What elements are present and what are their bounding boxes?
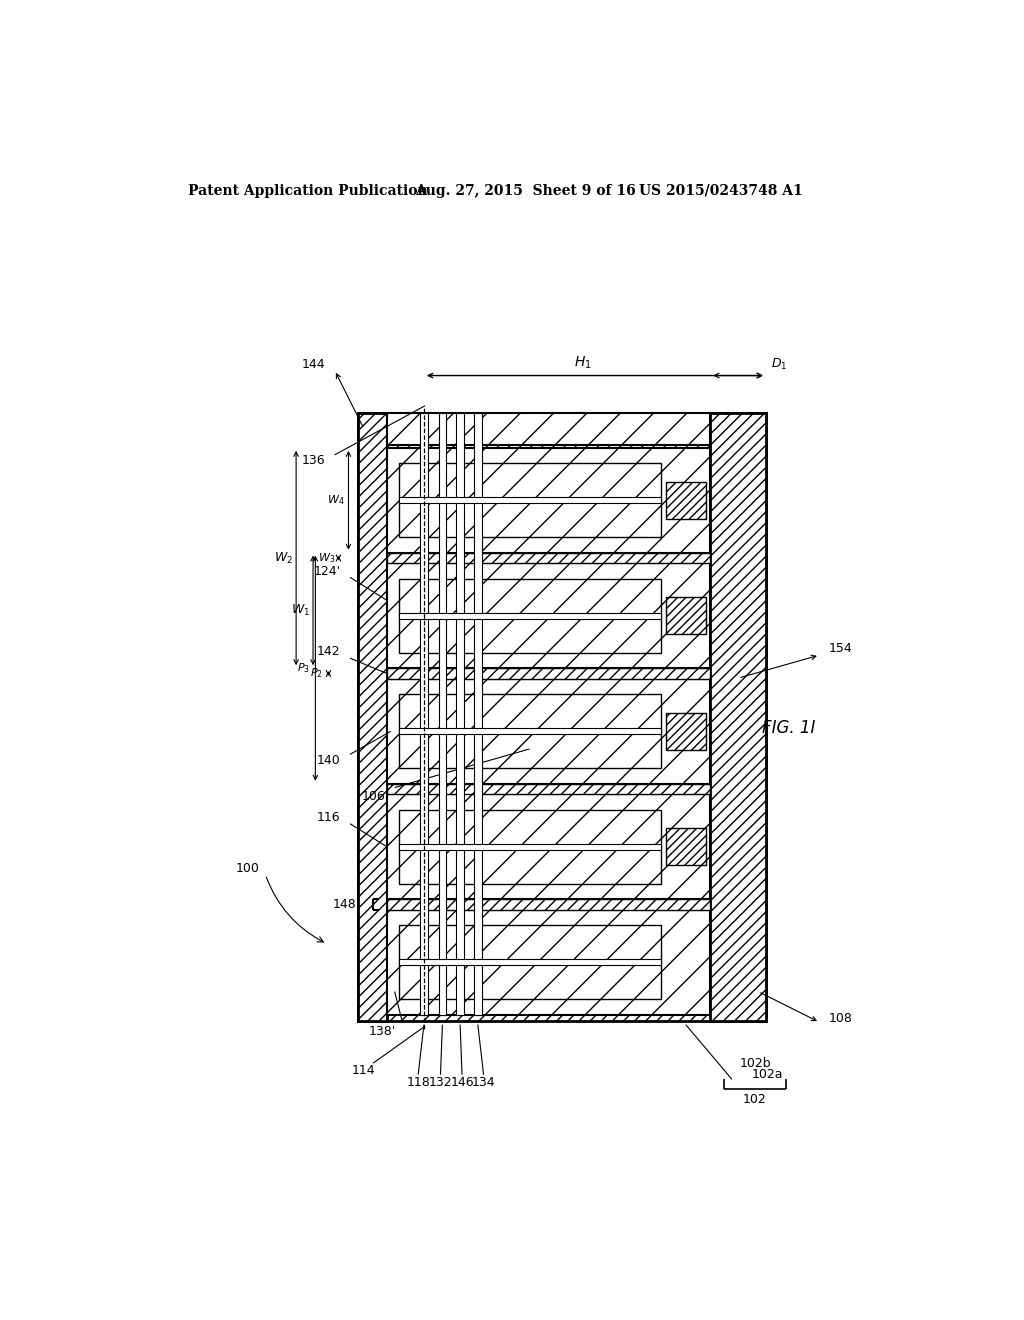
Bar: [357, 413, 387, 1020]
Text: US 2015/0243748 A1: US 2015/0243748 A1: [639, 183, 803, 198]
Bar: [387, 909, 711, 1015]
Bar: [398, 578, 662, 653]
Bar: [387, 899, 711, 909]
Text: $P_3$: $P_3$: [297, 661, 309, 675]
Bar: [387, 678, 711, 784]
Bar: [474, 413, 481, 1015]
Text: $W_4$: $W_4$: [328, 494, 345, 507]
Text: Aug. 27, 2015  Sheet 9 of 16: Aug. 27, 2015 Sheet 9 of 16: [416, 183, 636, 198]
Text: 102: 102: [743, 1093, 767, 1106]
Bar: [387, 784, 711, 795]
Bar: [438, 413, 446, 1015]
Bar: [420, 413, 428, 1015]
Bar: [387, 564, 711, 668]
Text: $W_3$: $W_3$: [317, 552, 335, 565]
Text: 154: 154: [829, 643, 853, 656]
Text: 108: 108: [829, 1012, 853, 1026]
Text: 142: 142: [317, 645, 341, 659]
Text: 100: 100: [236, 862, 259, 875]
Text: 118: 118: [407, 1076, 430, 1089]
Text: 124': 124': [313, 565, 341, 578]
Text: 114: 114: [352, 1064, 376, 1077]
Bar: [666, 597, 706, 635]
Text: 148: 148: [333, 898, 356, 911]
Bar: [387, 413, 711, 445]
Bar: [357, 413, 766, 1020]
Text: 132: 132: [429, 1076, 453, 1089]
Text: 134: 134: [472, 1076, 496, 1089]
Bar: [398, 612, 662, 619]
Bar: [398, 960, 662, 965]
Bar: [711, 413, 766, 1020]
Text: Patent Application Publication: Patent Application Publication: [188, 183, 428, 198]
Bar: [387, 668, 711, 678]
Bar: [457, 413, 464, 1015]
Text: FIG. 1I: FIG. 1I: [762, 719, 815, 737]
Text: 136: 136: [302, 454, 326, 467]
Bar: [666, 829, 706, 866]
Text: $D_1$: $D_1$: [771, 358, 787, 372]
Bar: [398, 843, 662, 850]
Bar: [387, 447, 711, 553]
Text: $H_1$: $H_1$: [573, 355, 592, 371]
Bar: [398, 498, 662, 503]
Text: $P_2$: $P_2$: [309, 667, 323, 680]
Text: 146: 146: [451, 1076, 474, 1089]
Bar: [398, 694, 662, 768]
Bar: [666, 713, 706, 750]
Bar: [398, 810, 662, 884]
Text: $W_2$: $W_2$: [274, 550, 293, 565]
Text: 102b: 102b: [739, 1056, 771, 1069]
Text: 140: 140: [317, 754, 341, 767]
Bar: [398, 925, 662, 999]
Bar: [398, 463, 662, 537]
Text: 116: 116: [317, 810, 341, 824]
Bar: [666, 482, 706, 519]
Text: 106': 106': [361, 791, 388, 804]
Text: 138': 138': [369, 1026, 396, 1038]
Bar: [387, 795, 711, 899]
Text: 102a: 102a: [752, 1068, 782, 1081]
Text: 144: 144: [302, 358, 326, 371]
Bar: [398, 729, 662, 734]
Text: $W_1$: $W_1$: [291, 603, 310, 618]
Bar: [387, 553, 711, 564]
